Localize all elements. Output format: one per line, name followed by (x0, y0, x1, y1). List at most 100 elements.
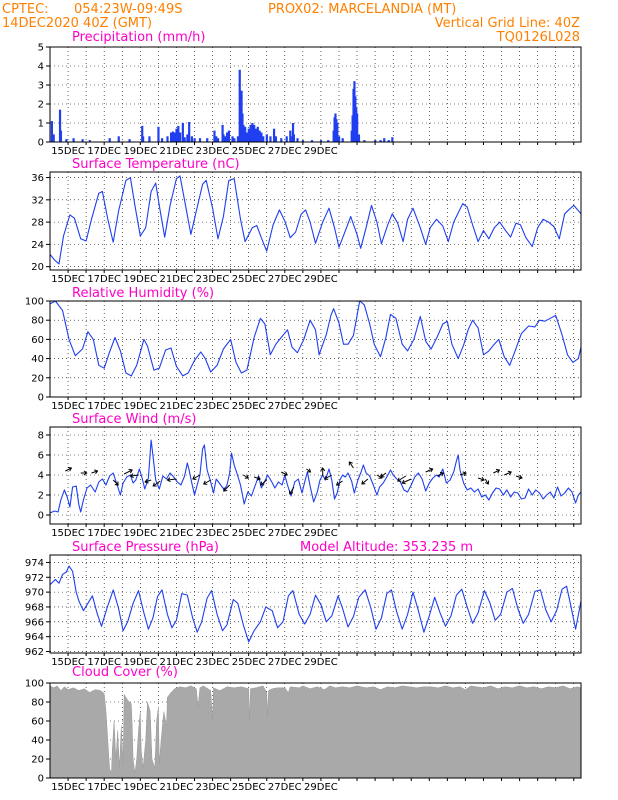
cloud-title: Cloud Cover (%) (72, 665, 178, 680)
wind-vector-head (67, 466, 73, 472)
precipitation-bar (249, 124, 252, 142)
cloud-ytick-label: 20 (31, 755, 44, 766)
humidity-ytick-label: 60 (31, 335, 44, 346)
pressure-ytick-label: 970 (25, 588, 44, 599)
precipitation-bar (258, 130, 261, 142)
precipitation-bar (242, 124, 245, 142)
wind-vector-shaft (484, 478, 489, 485)
cloud-date-label: 25DEC (232, 782, 266, 793)
wind-vector-shaft (289, 486, 295, 495)
wind-vector-shaft (504, 471, 512, 476)
humidity-ytick-label: 20 (31, 373, 44, 384)
precipitation-bar (193, 138, 196, 142)
cloud-date-label: 19DEC (123, 782, 157, 793)
precipitation-ytick-label: 2 (38, 100, 44, 111)
precipitation-bar (236, 136, 240, 142)
wind-vector-head (256, 475, 261, 481)
precipitation-bar (179, 132, 182, 142)
wind-vector-shaft (349, 461, 354, 469)
temperature-ytick-label: 36 (31, 173, 44, 184)
temperature-date-label: 17DEC (87, 274, 121, 285)
wind-vector-head (202, 480, 208, 485)
precipitation-bar (72, 138, 75, 142)
precipitation-bar (188, 122, 191, 142)
humidity-date-label: 15DEC (51, 401, 85, 412)
precipitation-bar (289, 130, 292, 142)
precipitation-bar (59, 130, 63, 142)
precipitation-bar (379, 140, 382, 142)
humidity-date-label: 27DEC (268, 401, 302, 412)
wind-vector-head (83, 470, 88, 476)
precipitation-bar (166, 136, 169, 142)
temperature-date-label: 25DEC (232, 274, 266, 285)
header-source: CPTEC: (2, 2, 49, 17)
pressure-ytick-label: 968 (25, 602, 44, 613)
cloud-ytick-label: 60 (31, 717, 44, 728)
precipitation-date-label: 27DEC (268, 146, 302, 157)
pressure-annotation: Model Altitude: 353.235 m (300, 540, 473, 555)
precipitation-bar (387, 140, 390, 142)
wind-vector-head (244, 474, 250, 479)
precipitation-bar (292, 134, 296, 142)
pressure-date-label: 25DEC (232, 657, 266, 668)
humidity-frame-border (49, 300, 582, 398)
wind-vector-head (129, 473, 134, 479)
wind-date-label: 21DEC (160, 528, 194, 539)
wind-vector-head (152, 482, 157, 487)
humidity-title: Relative Humidity (%) (72, 286, 214, 301)
humidity-ytick-label: 0 (38, 393, 44, 404)
precipitation-bar (227, 130, 231, 142)
temperature-date-label: 15DEC (51, 274, 85, 285)
pressure-ytick-label: 974 (25, 558, 44, 569)
precipitation-bar (247, 128, 250, 142)
wind-vector-shaft (91, 470, 98, 474)
wind-vector-head (439, 471, 445, 477)
precipitation-bar (274, 136, 277, 142)
pressure-title: Surface Pressure (hPa) (72, 540, 219, 555)
wind-vector-head (495, 468, 501, 474)
wind-vector-shaft (324, 474, 333, 480)
precipitation-bar (213, 130, 216, 142)
wind-date-label: 17DEC (87, 528, 121, 539)
precipitation-bar (251, 123, 254, 142)
precipitation-bar (222, 134, 225, 142)
precipitation-date-label: 29DEC (304, 146, 338, 157)
precipitation-bar (148, 136, 151, 142)
precipitation-ytick-label: 5 (38, 43, 44, 54)
precipitation-bar (296, 138, 299, 142)
wind-vector-head (166, 477, 171, 483)
precipitation-bar (391, 137, 394, 142)
wind-ytick-label: 8 (38, 431, 44, 442)
wind-vector-head (192, 475, 197, 480)
precipitation-ytick-label: 3 (38, 81, 44, 92)
precipitation-bar (280, 138, 283, 142)
pressure-date-label: 19DEC (123, 657, 157, 668)
wind-vector-head (320, 467, 326, 472)
humidity-ytick-label: 80 (31, 316, 44, 327)
precipitation-bar (117, 136, 120, 142)
precipitation-bar (175, 128, 178, 142)
humidity-frame (49, 300, 582, 398)
wind-vector-shaft (361, 478, 369, 485)
precipitation-bar (363, 140, 366, 142)
wind-vector-head (144, 478, 149, 484)
precipitation-bar (170, 132, 173, 142)
precipitation-bar (374, 140, 377, 142)
precipitation-bar (50, 121, 54, 142)
precipitation-bar (190, 136, 193, 142)
precipitation-date-label: 25DEC (232, 146, 266, 157)
wind-vector-shaft (397, 475, 407, 482)
cloud-date-label: 17DEC (87, 782, 121, 793)
precipitation-bar (88, 140, 91, 142)
pressure-date-label: 27DEC (268, 657, 302, 668)
precipitation-frame-border (49, 46, 582, 143)
wind-ytick-label: 6 (38, 451, 44, 462)
cloud-ytick-label: 0 (38, 774, 44, 785)
humidity-ytick-label: 40 (31, 354, 44, 365)
precipitation-bar (260, 132, 263, 142)
precipitation-bar (319, 140, 323, 142)
humidity-date-label: 23DEC (196, 401, 230, 412)
precipitation-bar (226, 132, 229, 142)
